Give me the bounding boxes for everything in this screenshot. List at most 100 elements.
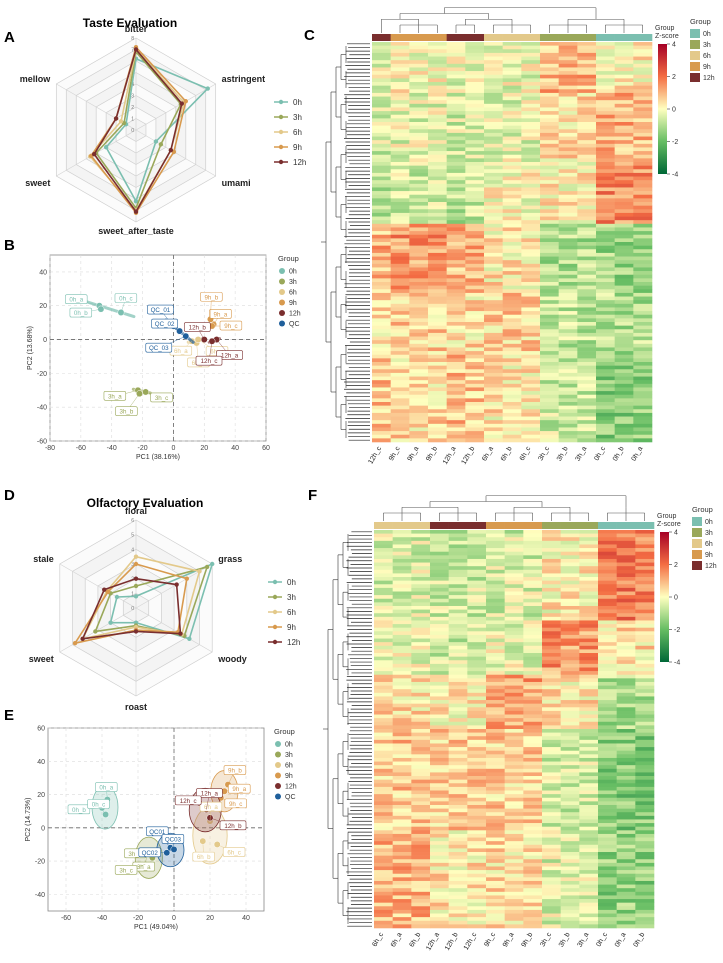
olfactory-pca-legend-label: 9h (285, 773, 293, 780)
taste-heatmap-colorbar (658, 44, 667, 174)
olfactory-heatmap-heat-cell (579, 815, 599, 820)
olfactory-heatmap-heat-cell (430, 819, 449, 824)
olfactory-heatmap-heat-cell (430, 642, 449, 647)
taste-heatmap-heat-cell (633, 420, 653, 425)
taste-heatmap-heat-cell (596, 427, 615, 432)
olfactory-heatmap-heat-cell (504, 862, 524, 867)
olfactory-heatmap-heat-cell (542, 613, 561, 618)
taste-heatmap-heat-cell (390, 249, 410, 254)
taste-heatmap-heat-cell (540, 278, 559, 283)
taste-heatmap-heat-cell (409, 223, 429, 228)
olfactory-pca-plot-area (47, 727, 265, 912)
olfactory-heatmap-heat-cell (448, 692, 468, 697)
olfactory-heatmap-heat-cell (411, 823, 431, 827)
olfactory-pca-x-tick: -60 (61, 915, 71, 922)
taste-heatmap-heat-cell (465, 362, 485, 366)
olfactory-heatmap-heat-cell (542, 645, 561, 650)
olfactory-heatmap-heat-cell (411, 674, 431, 679)
taste-heatmap-heat-cell (390, 420, 410, 425)
olfactory-heatmap-heat-cell (486, 562, 505, 567)
taste-heatmap-heat-cell (465, 420, 485, 425)
taste-pca-label-box (69, 307, 93, 318)
olfactory-heatmap-heat-cell (560, 544, 580, 549)
olfactory-heatmap-heat-cell (598, 776, 617, 780)
olfactory-heatmap-heat-cell (486, 613, 505, 618)
taste-heatmap-heat-cell (521, 336, 541, 341)
taste-heatmap-heat-cell (484, 45, 503, 50)
olfactory-heatmap-heat-cell (374, 620, 393, 625)
olfactory-heatmap-group-cell (430, 522, 449, 529)
taste-heatmap-heat-cell (633, 180, 653, 185)
olfactory-heatmap-heat-cell (392, 808, 412, 813)
taste-heatmap-heat-cell (446, 322, 466, 326)
taste-heatmap-heat-cell (540, 165, 559, 170)
taste-heatmap-heat-cell (372, 42, 391, 46)
olfactory-heatmap-heat-cell (635, 765, 655, 770)
olfactory-heatmap-heat-cell (486, 891, 505, 896)
taste-heatmap-heat-cell (372, 420, 391, 425)
taste-heatmap-heat-cell (409, 391, 429, 396)
olfactory-heatmap-heat-cell (374, 830, 393, 835)
olfactory-heatmap-heat-cell (635, 913, 655, 918)
olfactory-heatmap-heat-cell (467, 696, 487, 701)
olfactory-pca-label-3h_a: 3h_a (137, 864, 151, 871)
olfactory-heatmap-heat-cell (635, 721, 655, 726)
taste-heatmap-heat-cell (409, 318, 429, 323)
olfactory-heatmap-heat-cell (486, 729, 505, 733)
olfactory-heatmap-heat-cell (579, 584, 599, 589)
olfactory-heatmap-heat-cell (392, 616, 412, 621)
taste-heatmap-heat-cell (521, 191, 541, 196)
taste-heatmap-heat-cell (465, 271, 485, 276)
olfactory-heatmap-heat-cell (411, 899, 431, 903)
taste-heatmap-heat-cell (372, 383, 391, 388)
taste-heatmap-heat-cell (446, 420, 466, 425)
olfactory-heatmap-heat-cell (411, 754, 431, 759)
olfactory-heatmap-heat-cell (616, 786, 636, 791)
taste-radar-point-12h (179, 101, 185, 106)
taste-heatmap-heat-cell (409, 285, 429, 290)
taste-heatmap-heat-cell (633, 162, 653, 166)
olfactory-heatmap-heat-cell (467, 616, 487, 621)
taste-heatmap-heat-cell (372, 132, 391, 137)
olfactory-heatmap-heat-cell (392, 920, 412, 925)
taste-heatmap-heat-cell (540, 122, 559, 126)
taste-heatmap-heat-cell (502, 45, 522, 50)
taste-heatmap-heat-cell (409, 369, 429, 374)
olfactory-heatmap-col-label-12h_a: 12h_a (425, 931, 441, 951)
taste-heatmap-heat-cell (446, 220, 466, 225)
taste-heatmap-heat-cell (428, 289, 447, 294)
taste-heatmap-heat-cell (540, 82, 559, 86)
olfactory-heatmap-heat-cell (523, 761, 543, 766)
taste-heatmap-heat-cell (577, 383, 597, 388)
olfactory-heatmap-heat-cell (598, 754, 617, 759)
taste-heatmap-heat-cell (409, 183, 429, 188)
olfactory-heatmap-heat-cell (486, 895, 505, 900)
olfactory-heatmap-heat-cell (523, 750, 543, 755)
olfactory-heatmap-heat-cell (523, 558, 543, 563)
olfactory-heatmap-heat-cell (598, 765, 617, 770)
olfactory-heatmap-heat-cell (430, 598, 449, 603)
taste-heatmap-heat-cell (372, 136, 391, 141)
olfactory-heatmap-heat-cell (504, 917, 524, 922)
olfactory-heatmap-heat-cell (542, 870, 561, 875)
olfactory-heatmap-heat-cell (430, 624, 449, 628)
olfactory-heatmap-heat-cell (374, 862, 393, 867)
olfactory-heatmap-heat-cell (467, 707, 487, 712)
taste-heatmap-heat-cell (465, 56, 485, 61)
olfactory-heatmap-heat-cell (616, 605, 636, 610)
taste-heatmap-heat-cell (558, 380, 578, 385)
olfactory-heatmap-heat-cell (467, 757, 487, 762)
taste-heatmap-heat-cell (540, 132, 559, 137)
taste-heatmap-heat-cell (540, 42, 559, 46)
taste-heatmap-heat-cell (633, 292, 653, 297)
olfactory-radar-axis-label: floral (125, 506, 147, 516)
taste-heatmap-heat-cell (540, 103, 559, 108)
taste-heatmap-heat-cell (521, 263, 541, 268)
taste-heatmap-heat-cell (633, 67, 653, 72)
taste-heatmap-heat-cell (390, 391, 410, 396)
olfactory-heatmap-heat-cell (616, 624, 636, 628)
olfactory-heatmap-heat-cell (598, 569, 617, 574)
olfactory-heatmap-heat-cell (467, 609, 487, 614)
taste-heatmap-heat-cell (558, 325, 578, 330)
taste-heatmap-heat-cell (558, 300, 578, 305)
